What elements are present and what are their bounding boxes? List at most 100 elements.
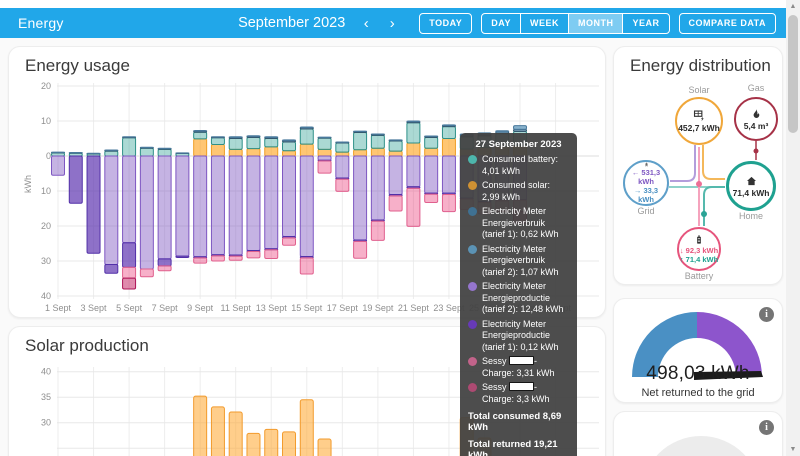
usage-bar-segment[interactable] — [228, 155, 243, 256]
usage-bar-segment[interactable] — [317, 155, 332, 161]
usage-bar-segment[interactable] — [388, 195, 403, 212]
usage-bar-segment[interactable] — [513, 125, 528, 130]
usage-bar-segment[interactable] — [246, 136, 261, 150]
prev-period-button[interactable]: ‹ — [363, 14, 369, 32]
usage-bar-segment[interactable] — [264, 138, 279, 148]
usage-bar-segment[interactable] — [210, 137, 225, 145]
info-icon[interactable]: i — [759, 420, 774, 435]
usage-bar-segment[interactable] — [299, 155, 314, 257]
usage-bar-segment[interactable] — [424, 155, 439, 194]
usage-bar-segment[interactable] — [282, 155, 297, 237]
usage-bar-segment[interactable] — [157, 155, 172, 260]
tab-week[interactable]: WEEK — [519, 13, 568, 33]
tab-year[interactable]: YEAR — [622, 13, 668, 33]
today-button[interactable]: TODAY — [419, 12, 473, 34]
usage-bar-segment[interactable] — [139, 155, 154, 270]
usage-bar-segment[interactable] — [157, 148, 172, 157]
scrollbar-thumb[interactable] — [788, 15, 798, 133]
usage-bar-segment[interactable] — [282, 139, 297, 142]
usage-bar-segment[interactable] — [122, 242, 137, 268]
scroll-down-arrow[interactable]: ▼ — [789, 446, 797, 453]
solar-bar[interactable] — [317, 438, 332, 456]
usage-bar-segment[interactable] — [370, 155, 385, 221]
solar-bar[interactable] — [210, 406, 225, 456]
usage-bar-segment[interactable] — [353, 155, 368, 241]
usage-bar-segment[interactable] — [335, 178, 350, 192]
usage-bar-segment[interactable] — [68, 155, 83, 204]
usage-bar-segment[interactable] — [335, 155, 350, 179]
usage-bar-segment[interactable] — [441, 194, 456, 213]
usage-bar-segment[interactable] — [299, 128, 314, 145]
usage-bar-segment[interactable] — [441, 126, 456, 139]
solar-bar[interactable] — [282, 431, 297, 456]
usage-bar-segment[interactable] — [282, 150, 297, 157]
solar-bar[interactable] — [264, 428, 279, 456]
usage-bar-segment[interactable] — [86, 155, 101, 254]
usage-bar-segment[interactable] — [370, 134, 385, 149]
usage-bar-segment[interactable] — [210, 155, 225, 256]
usage-bar-segment[interactable] — [406, 155, 421, 188]
usage-bar-segment[interactable] — [51, 155, 65, 176]
usage-bar-segment[interactable] — [353, 149, 368, 157]
usage-bar-segment[interactable] — [157, 265, 172, 272]
usage-bar-segment[interactable] — [335, 151, 350, 157]
usage-bar-segment[interactable] — [424, 147, 439, 157]
usage-bar-segment[interactable] — [246, 251, 261, 259]
page-scrollbar[interactable]: ▲ ▼ — [786, 0, 800, 456]
usage-bar-segment[interactable] — [388, 150, 403, 157]
usage-bar-segment[interactable] — [228, 148, 243, 157]
usage-bar-segment[interactable] — [370, 220, 385, 241]
tab-month[interactable]: MONTH — [567, 13, 623, 33]
usage-bar-segment[interactable] — [282, 237, 297, 246]
usage-bar-segment[interactable] — [104, 150, 119, 157]
usage-bar-segment[interactable] — [193, 257, 208, 264]
usage-bar-segment[interactable] — [122, 266, 137, 279]
usage-bar-segment[interactable] — [441, 155, 456, 194]
usage-bar-segment[interactable] — [335, 142, 350, 153]
usage-bar-segment[interactable] — [193, 155, 208, 258]
solar-bar[interactable] — [246, 432, 261, 456]
usage-bar-segment[interactable] — [406, 122, 421, 144]
tab-day[interactable]: DAY — [482, 14, 520, 33]
usage-bar-segment[interactable] — [246, 148, 261, 157]
usage-bar-segment[interactable] — [353, 240, 368, 259]
usage-bar-segment[interactable] — [370, 147, 385, 157]
usage-bar-segment[interactable] — [228, 138, 243, 150]
usage-bar-segment[interactable] — [406, 120, 421, 123]
usage-bar-segment[interactable] — [139, 268, 154, 278]
usage-bar-segment[interactable] — [406, 187, 421, 227]
usage-bar-segment[interactable] — [264, 146, 279, 157]
usage-bar-segment[interactable] — [175, 155, 190, 257]
usage-bar-segment[interactable] — [246, 155, 261, 251]
info-icon[interactable]: i — [759, 307, 774, 322]
usage-bar-segment[interactable] — [104, 155, 119, 265]
usage-bar-segment[interactable] — [193, 138, 208, 157]
usage-bar-segment[interactable] — [388, 155, 403, 195]
scroll-up-arrow[interactable]: ▲ — [789, 3, 797, 10]
usage-bar-segment[interactable] — [175, 255, 190, 259]
usage-bar-segment[interactable] — [104, 264, 119, 274]
solar-bar[interactable] — [193, 395, 208, 456]
usage-bar-segment[interactable] — [353, 132, 368, 151]
solar-bar[interactable] — [228, 411, 243, 456]
usage-bar-segment[interactable] — [228, 136, 243, 138]
usage-bar-segment[interactable] — [299, 143, 314, 157]
solar-bar[interactable] — [299, 399, 314, 456]
compare-data-button[interactable]: COMPARE DATA — [678, 12, 776, 34]
usage-bar-segment[interactable] — [317, 137, 332, 150]
usage-bar-segment[interactable] — [193, 131, 208, 140]
usage-bar-segment[interactable] — [441, 124, 456, 127]
usage-bar-segment[interactable] — [406, 142, 421, 157]
usage-bar-segment[interactable] — [317, 160, 332, 174]
usage-bar-segment[interactable] — [264, 155, 279, 250]
usage-bar-segment[interactable] — [228, 255, 243, 261]
usage-bar-segment[interactable] — [299, 257, 314, 275]
usage-bar-segment[interactable] — [210, 255, 225, 262]
usage-bar-segment[interactable] — [282, 141, 297, 152]
usage-bar-segment[interactable] — [424, 136, 439, 149]
usage-bar-segment[interactable] — [424, 193, 439, 204]
usage-bar-segment[interactable] — [441, 138, 456, 157]
usage-bar-segment[interactable] — [495, 130, 510, 133]
usage-bar-segment[interactable] — [193, 129, 208, 132]
usage-bar-segment[interactable] — [317, 148, 332, 157]
